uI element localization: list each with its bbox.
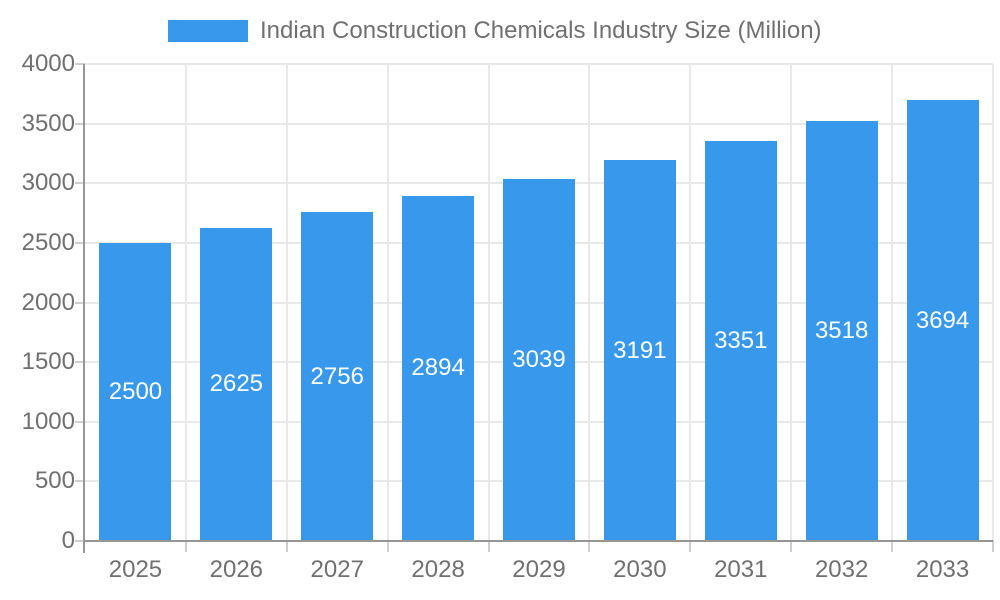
x-axis-tickmark xyxy=(285,541,288,552)
bar xyxy=(402,195,475,541)
bar xyxy=(603,160,676,541)
x-axis-tick-label: 2032 xyxy=(814,556,869,583)
bar xyxy=(301,212,374,541)
x-axis-tickmark xyxy=(689,541,692,552)
legend-color-swatch-icon xyxy=(168,20,248,42)
y-axis-tick-label: 0 xyxy=(61,527,75,554)
bar-value-label: 3694 xyxy=(915,306,970,334)
bar-value-label: 3039 xyxy=(512,345,566,373)
x-axis-tickmark xyxy=(184,541,187,552)
bar-value-label: 2894 xyxy=(411,354,465,382)
y-axis-tick-label: 1500 xyxy=(21,348,75,376)
y-axis-tickmark xyxy=(75,182,85,185)
x-axis-tick-label: 2025 xyxy=(108,556,163,583)
y-axis-tickmark xyxy=(75,122,85,125)
bar xyxy=(99,242,172,541)
y-axis-tickmark xyxy=(75,480,85,483)
y-axis-tick-label: 2000 xyxy=(21,288,75,316)
y-axis-tick-label: 3500 xyxy=(21,109,75,137)
x-axis-tick-label: 2030 xyxy=(613,556,667,583)
x-axis-tickmark xyxy=(891,541,894,552)
x-axis-tick-label: 2029 xyxy=(512,556,566,583)
y-axis-line xyxy=(83,64,85,553)
y-axis-tickmark xyxy=(75,420,85,423)
x-gridline xyxy=(992,64,994,541)
y-axis-tick-label: 3000 xyxy=(21,169,75,197)
bar-value-label: 3351 xyxy=(714,327,768,355)
legend-label: Indian Construction Chemicals Industry S… xyxy=(260,17,822,44)
x-axis-tickmark xyxy=(588,541,591,552)
x-axis-tick-label: 2026 xyxy=(209,556,264,583)
bar-value-label: 3191 xyxy=(613,336,667,364)
bar-value-label: 2756 xyxy=(310,362,364,390)
x-axis-tick-label: 2033 xyxy=(915,556,970,583)
x-axis-tick-label: 2027 xyxy=(310,556,364,583)
y-axis-tickmark xyxy=(75,241,85,244)
y-axis-tick-label: 500 xyxy=(34,467,75,495)
x-gridline xyxy=(184,64,187,541)
x-gridline xyxy=(285,64,288,541)
bar xyxy=(805,121,878,541)
y-gridline xyxy=(85,63,993,65)
y-axis-tickmark xyxy=(75,361,85,364)
x-axis-tickmark xyxy=(790,541,793,552)
x-gridline xyxy=(588,64,591,541)
x-axis-tickmark xyxy=(992,541,994,552)
y-axis-tick-label: 2500 xyxy=(21,228,75,256)
bar-value-label: 3518 xyxy=(814,317,869,345)
y-axis-tick-label: 4000 xyxy=(21,50,75,77)
y-axis-tickmark xyxy=(75,540,85,542)
bar xyxy=(200,227,273,541)
y-axis-tickmark xyxy=(75,63,85,65)
x-axis-line xyxy=(83,540,993,542)
x-gridline xyxy=(790,64,793,541)
y-axis-tickmark xyxy=(75,301,85,304)
x-axis-tick-label: 2028 xyxy=(411,556,465,583)
legend-item[interactable]: Indian Construction Chemicals Industry S… xyxy=(168,17,822,45)
x-axis-tick-label: 2031 xyxy=(714,556,768,583)
bar xyxy=(906,100,979,541)
x-axis-tickmark xyxy=(487,541,490,552)
x-gridline xyxy=(487,64,490,541)
y-axis-tick-label: 1000 xyxy=(21,407,75,435)
bar-value-label: 2500 xyxy=(108,377,163,405)
x-gridline xyxy=(891,64,894,541)
x-gridline xyxy=(689,64,692,541)
y-gridline xyxy=(85,122,993,125)
bar xyxy=(503,178,575,541)
x-gridline xyxy=(386,64,389,541)
bar xyxy=(704,141,777,541)
x-axis-tickmark xyxy=(386,541,389,552)
bar-value-label: 2625 xyxy=(209,370,264,398)
